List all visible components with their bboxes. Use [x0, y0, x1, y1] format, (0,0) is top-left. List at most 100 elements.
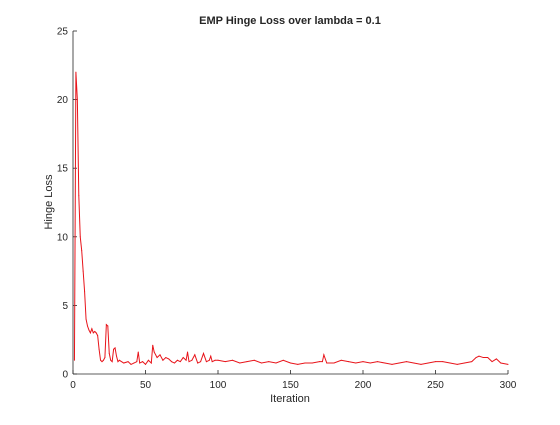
data-point: [369, 362, 371, 364]
data-point: [495, 358, 497, 360]
data-point: [290, 362, 291, 364]
data-point: [362, 361, 364, 363]
data-point: [165, 357, 167, 359]
data-point: [197, 362, 199, 364]
data-point: [420, 363, 422, 365]
data-point: [191, 359, 193, 361]
data-point: [487, 357, 489, 359]
data-point: [105, 324, 107, 326]
plot-area: [73, 31, 508, 374]
data-point: [162, 359, 164, 361]
data-point: [89, 332, 91, 334]
y-axis-label: Hinge Loss: [43, 174, 55, 230]
data-point: [113, 348, 115, 350]
data-point: [203, 352, 204, 354]
data-point: [101, 361, 103, 363]
x-tick-label: 100: [210, 380, 227, 391]
data-point: [224, 361, 226, 363]
data-point: [147, 359, 149, 361]
data-point: [159, 354, 161, 356]
y-tick-label: 25: [57, 27, 69, 38]
data-point: [500, 362, 502, 364]
data-point: [384, 362, 386, 364]
data-point: [127, 361, 129, 363]
data-point: [456, 363, 458, 365]
data-point: [91, 328, 93, 330]
data-point: [464, 362, 465, 364]
data-point: [136, 361, 138, 363]
data-point: [232, 359, 233, 361]
data-point: [75, 71, 77, 73]
data-point: [110, 359, 112, 361]
data-point: [427, 362, 429, 364]
data-point: [88, 329, 90, 331]
data-point: [205, 361, 207, 363]
y-tick-label: 20: [57, 95, 69, 106]
data-point: [323, 354, 325, 356]
data-point: [449, 362, 451, 364]
data-point: [130, 363, 132, 365]
data-point: [442, 361, 444, 363]
data-point: [78, 195, 80, 197]
x-tick-label: 250: [427, 380, 444, 391]
data-point: [214, 359, 216, 361]
data-point: [82, 270, 84, 272]
data-point: [153, 351, 155, 353]
data-point: [100, 359, 102, 361]
data-point: [211, 361, 213, 363]
data-point: [79, 236, 81, 238]
data-point: [478, 355, 480, 357]
data-point: [471, 361, 473, 363]
data-point: [111, 361, 113, 363]
data-point: [156, 357, 158, 359]
data-point: [239, 362, 241, 364]
data-point: [482, 357, 484, 359]
data-point: [104, 357, 106, 359]
data-point: [187, 351, 189, 353]
x-tick-label: 150: [282, 380, 299, 391]
data-point: [311, 362, 313, 364]
data-point: [491, 361, 493, 363]
data-point: [326, 362, 328, 364]
data-point: [85, 318, 87, 320]
data-point: [123, 362, 125, 364]
x-axis-ticks: 0 50 100 150 200 250 300: [70, 370, 517, 391]
data-point: [253, 359, 255, 361]
data-point: [182, 357, 184, 359]
data-point: [176, 359, 178, 361]
data-point: [117, 361, 119, 363]
data-point: [152, 344, 154, 346]
data-point: [200, 361, 202, 363]
data-point: [87, 325, 88, 327]
data-point: [340, 359, 342, 361]
data-point: [145, 363, 146, 365]
data-point: [333, 362, 335, 364]
data-point: [413, 362, 415, 364]
data-point: [168, 358, 170, 360]
data-point: [321, 361, 323, 363]
data-point: [355, 362, 357, 364]
data-point: [319, 361, 320, 363]
data-point: [246, 361, 248, 363]
data-point: [268, 361, 270, 363]
y-tick-label: 0: [62, 370, 68, 381]
x-tick-label: 50: [140, 380, 152, 391]
data-point: [398, 362, 400, 364]
data-point: [435, 361, 436, 363]
data-point: [507, 363, 509, 365]
y-tick-label: 5: [62, 301, 68, 312]
x-tick-label: 200: [355, 380, 372, 391]
data-point: [116, 355, 117, 357]
data-point: [210, 355, 212, 357]
data-point: [133, 362, 135, 364]
data-point: [174, 362, 175, 364]
data-point: [108, 352, 110, 354]
data-point: [194, 354, 196, 356]
data-point: [217, 359, 219, 361]
y-tick-label: 15: [57, 164, 69, 175]
data-point: [118, 359, 120, 361]
data-point: [92, 332, 94, 334]
data-point: [188, 361, 190, 363]
